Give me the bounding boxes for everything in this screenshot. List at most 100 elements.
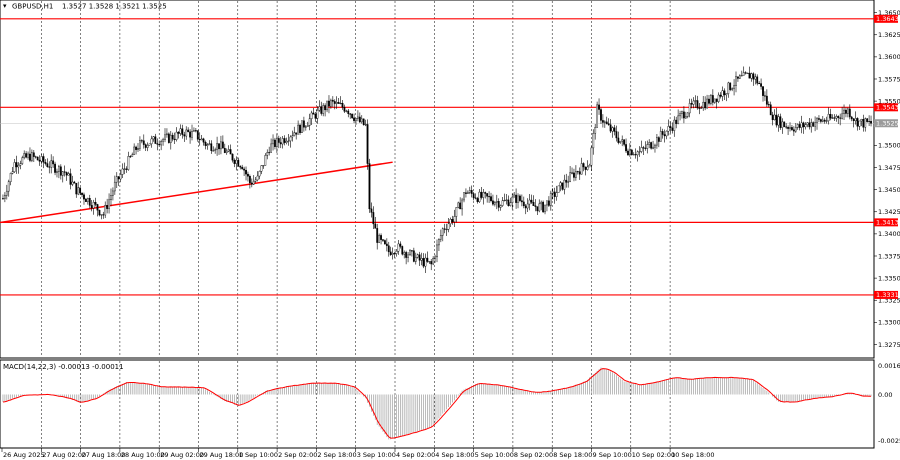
candle-body: [117, 176, 120, 180]
candle-body: [841, 113, 843, 119]
price-axis[interactable]: 1.3650 1.3625 1.3600 1.3575 1.3550 1.3500 1.34…: [874, 9, 900, 349]
candle-body: [696, 100, 699, 109]
price-pane[interactable]: [0, 0, 875, 359]
candle-body: [335, 102, 338, 104]
candle-body: [721, 90, 724, 97]
candle-body: [301, 120, 303, 133]
level-tag-box: [874, 14, 898, 23]
horizontal-levels[interactable]: [0, 18, 874, 296]
candle-body: [858, 120, 861, 127]
candle-body: [663, 134, 666, 137]
candle-body: [472, 193, 475, 198]
candle-body: [79, 187, 82, 194]
candle-body: [476, 198, 479, 202]
candle-body: [121, 168, 124, 175]
time-tick-label: 27 Aug 18:00: [82, 451, 126, 459]
candle-body: [804, 124, 807, 128]
time-tick-label: 10 Sep 18:00: [671, 451, 714, 459]
level-tag-box: [874, 290, 898, 299]
candle-body: [142, 140, 145, 145]
candle-body: [227, 149, 230, 152]
candle-body: [470, 190, 473, 194]
candle-body: [650, 142, 653, 149]
candle-body: [835, 116, 838, 119]
candle-body: [742, 72, 745, 76]
candle-body: [58, 166, 60, 172]
candle-body: [546, 200, 548, 206]
trend-line[interactable]: [0, 161, 393, 224]
candle-body: [254, 179, 257, 182]
candle-body: [306, 125, 309, 127]
candle-body: [609, 124, 612, 132]
candle-body: [814, 122, 816, 127]
candle-body: [167, 133, 170, 143]
candle-body: [52, 160, 55, 165]
candle-body: [812, 122, 815, 127]
candle-body: [432, 258, 435, 265]
candles: [2, 66, 872, 274]
candle-body: [414, 257, 417, 262]
candle-body: [760, 83, 762, 87]
candle-body: [711, 95, 714, 103]
candle-body: [710, 95, 712, 104]
candle-body: [3, 195, 6, 199]
candle-body: [411, 250, 413, 252]
candle-body: [102, 214, 105, 216]
candle-body: [576, 171, 579, 173]
candle-body: [216, 143, 218, 150]
candle-body: [384, 240, 386, 245]
candle-body: [407, 254, 409, 258]
candle-body: [67, 173, 70, 176]
ohlc-readout: 1.3527 1.3528 1.3521 1.3525: [62, 3, 167, 11]
candle-body: [401, 246, 404, 255]
candle-body: [56, 171, 58, 173]
symbol-title: GBPUSD,H1: [12, 3, 53, 11]
candle-body: [507, 199, 510, 206]
macd-axis: 0.00162 0.00 -0.00258: [878, 362, 900, 445]
candle-body: [75, 182, 78, 195]
candle-body: [738, 75, 741, 79]
candle-body: [819, 119, 822, 122]
candle-body: [499, 205, 502, 208]
candle-body: [781, 121, 784, 128]
candle-body: [573, 172, 575, 178]
candle-body: [553, 191, 556, 197]
price-tick-label: 1.3550: [878, 97, 900, 105]
candle-body: [737, 76, 739, 79]
candle-body: [802, 122, 805, 128]
candle-body: [44, 162, 47, 164]
candle-body: [11, 171, 14, 174]
macd-histogram: [2, 367, 872, 440]
candle-body: [289, 136, 292, 142]
time-tick-label: 26 Aug 2025: [3, 451, 45, 459]
candle-body: [555, 192, 558, 197]
candle-body: [549, 193, 552, 206]
candle-body: [688, 103, 691, 114]
candle-body: [374, 223, 377, 229]
candle-body: [193, 130, 195, 132]
candle-body: [839, 117, 842, 119]
candle-body: [679, 113, 681, 117]
candle-body: [787, 127, 789, 129]
candle-body: [492, 200, 494, 205]
candle-body: [275, 138, 278, 147]
candle-body: [661, 131, 664, 135]
candle-body: [357, 116, 359, 119]
chart-dropdown-icon[interactable]: ▾: [3, 2, 7, 10]
candle-body: [816, 118, 818, 123]
candle-body: [748, 72, 751, 79]
candle-body: [654, 144, 656, 148]
candle-body: [681, 111, 683, 114]
time-tick-label: 4 Sep 18:00: [435, 451, 474, 459]
candle-body: [152, 136, 155, 140]
candle-body: [638, 151, 641, 153]
candle-body: [183, 134, 186, 137]
candle-body: [588, 165, 591, 168]
candle-body: [767, 104, 770, 106]
candle-body: [762, 86, 764, 96]
candle-body: [119, 174, 122, 180]
candle-body: [362, 118, 365, 125]
candle-body: [779, 116, 782, 128]
